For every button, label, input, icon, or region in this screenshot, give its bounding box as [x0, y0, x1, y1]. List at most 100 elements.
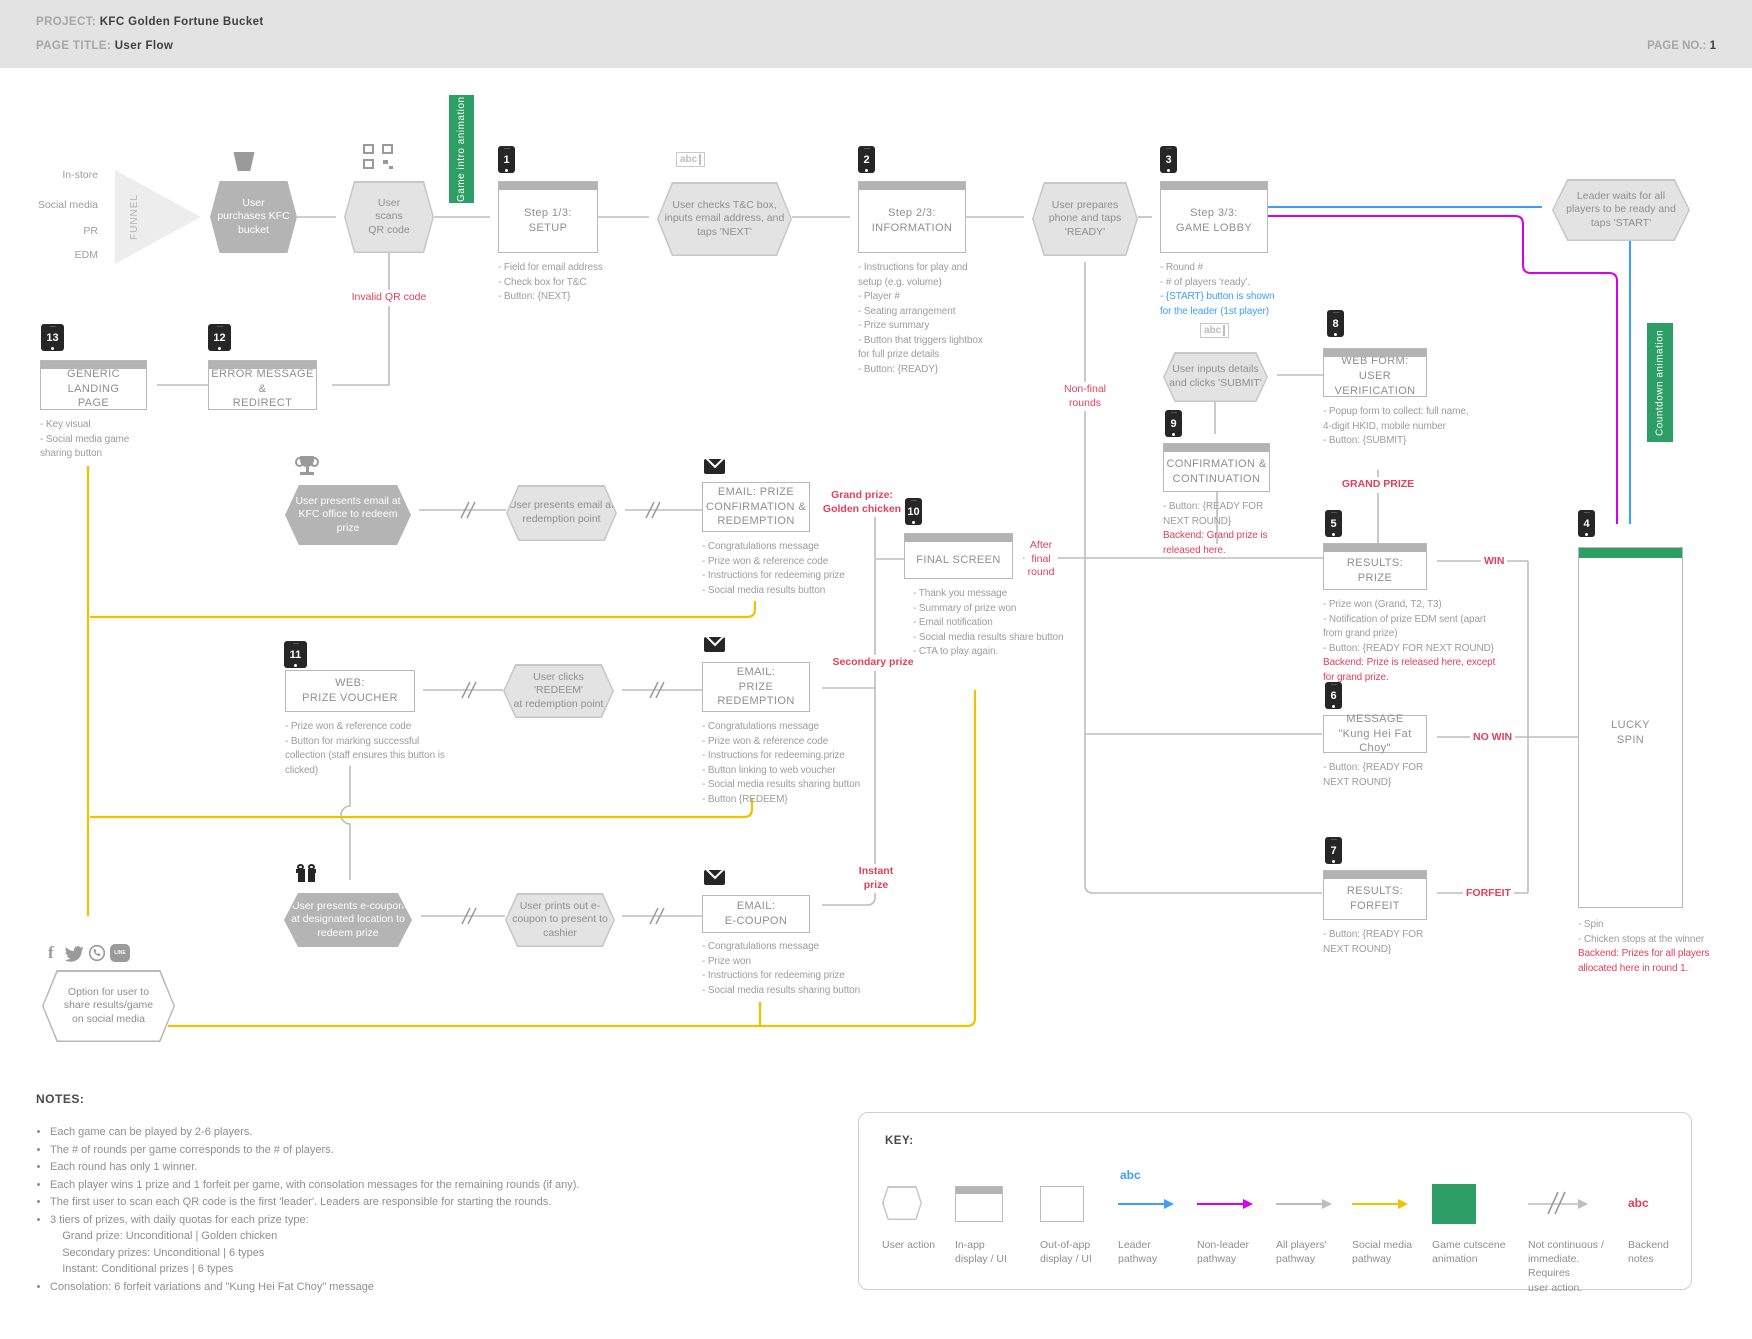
key-cutscene-glyph	[1432, 1184, 1476, 1224]
screen-final: FINAL SCREEN	[904, 533, 1013, 579]
channel-social-media: Social media	[37, 199, 98, 211]
project-value: KFC Golden Fortune Bucket	[99, 16, 264, 28]
twitter-icon	[64, 946, 84, 962]
countdown-animation-tag: Countdown animation	[1647, 323, 1673, 442]
phone-icon-3: 3	[1160, 146, 1177, 173]
forfeit-label: FORFEIT	[1463, 886, 1514, 902]
key-notcontinuous-label: Not continuous / immediate. Requires use…	[1528, 1239, 1604, 1294]
key-user-action-label: User action	[882, 1239, 936, 1251]
hexagon-prints-ecoupon: User prints out e- coupon to present to …	[505, 893, 615, 947]
after-final-round-label: After final round	[1024, 538, 1058, 581]
screen-step1-setup: Step 1/3: SETUP	[498, 181, 598, 253]
hexagon-user-taps-ready: User prepares phone and taps 'READY'	[1032, 182, 1138, 256]
phone-icon-5: 5	[1325, 510, 1342, 537]
step2-notes: - Instructions for play and setup (e.g. …	[858, 262, 983, 375]
screen-email-prize-confirmation: EMAIL: PRIZE CONFIRMATION & REDEMPTION	[702, 482, 810, 532]
envelope-icon-2	[704, 637, 725, 652]
confirmation-notes: - Button: {READY FOR NEXT ROUND} Backend…	[1163, 501, 1268, 556]
note-item: Each game can be played by 2-6 players.	[50, 1124, 756, 1141]
text-input-icon-2: abc	[1200, 323, 1229, 338]
phone-icon-7: 7	[1325, 837, 1342, 864]
no-win-label: NO WIN	[1470, 730, 1516, 746]
project-row: PROJECT: KFC Golden Fortune Bucket	[36, 16, 264, 28]
game-intro-animation-tag: Game intro animation	[449, 95, 474, 203]
screen-message-kung-hei: MESSAGE "Kung Hei Fat Choy"	[1323, 713, 1427, 754]
key-leader-label: Leader pathway	[1118, 1239, 1158, 1266]
envelope-icon-1	[704, 459, 725, 474]
lucky-spin-notes: - Spin - Chicken stops at the winner Bac…	[1578, 919, 1710, 974]
key-leader-abc: abc	[1120, 1168, 1141, 1182]
line-icon: LINE	[110, 944, 130, 962]
screen-email-prize-redemption: EMAIL: PRIZE REDEMPTION	[702, 662, 810, 712]
step1-notes: - Field for email address - Check box fo…	[498, 262, 603, 302]
key-inapp-label: In-app display / UI	[955, 1239, 1007, 1266]
phone-icon-9: 9	[1165, 410, 1182, 437]
hexagon-user-purchases-bucket: User purchases KFC bucket	[210, 181, 297, 253]
confirmation-backend-note: Backend: Grand prize is released here.	[1163, 530, 1268, 556]
page-title-row: PAGE TITLE: User Flow	[36, 40, 173, 52]
screen-step3-game-lobby: Step 3/3: GAME LOBBY	[1160, 181, 1268, 253]
key-nonleader-arrow	[1197, 1199, 1253, 1209]
key-backend-label: Backend notes	[1628, 1239, 1669, 1266]
tablet-icon-13: 13	[41, 324, 64, 351]
phone-icon-2: 2	[858, 146, 875, 173]
grand-prize-label: GRAND PRIZE	[1338, 477, 1418, 493]
message-notes: - Button: {READY FOR NEXT ROUND}	[1323, 762, 1424, 788]
results-prize-notes: - Prize won (Grand, T2, T3) - Notificati…	[1323, 599, 1496, 683]
instant-prize-label: Instant prize	[855, 864, 897, 894]
results-prize-backend-note: Backend: Prize is released here, except …	[1323, 657, 1496, 683]
invalid-qr-label: Invalid QR code	[348, 290, 430, 306]
hexagon-user-checks-tnc: User checks T&C box, inputs email addres…	[657, 182, 792, 256]
webform-notes: - Popup form to collect: full name, 4-di…	[1323, 406, 1469, 446]
screen-web-prize-voucher: WEB: PRIZE VOUCHER	[285, 670, 415, 712]
note-item: Each player wins 1 prize and 1 forfeit p…	[50, 1177, 756, 1194]
final-screen-notes: - Thank you message - Summary of prize w…	[913, 588, 1064, 657]
text-input-icon: abc	[676, 152, 705, 167]
key-allplayers-label: All players' pathway	[1276, 1239, 1327, 1266]
hexagon-share-social: Option for user to share results/game on…	[42, 970, 175, 1042]
page-title-value: User Flow	[114, 40, 174, 52]
hexagon-user-scans-qr: User scans QR code	[344, 181, 434, 253]
note-item: The # of rounds per game corresponds to …	[50, 1142, 756, 1159]
whatsapp-icon	[88, 944, 106, 962]
channel-pr: PR	[83, 225, 98, 237]
screen-error-redirect: ERROR MESSAGE & REDIRECT	[208, 360, 317, 410]
screen-confirmation-continuation: CONFIRMATION & CONTINUATION	[1163, 443, 1270, 492]
hexagon-present-email-redemption: User presents email at redemption point	[506, 485, 617, 541]
non-final-rounds-label: Non-final rounds	[1060, 382, 1110, 412]
grand-prize-chicken-label: Grand prize: Golden chicken	[819, 488, 905, 518]
key-social-arrow	[1352, 1199, 1408, 1209]
trophy-icon	[294, 456, 320, 480]
voucher-notes: - Prize won & reference code - Button fo…	[285, 721, 445, 776]
ecoupon-notes: - Congratulations message - Prize won - …	[702, 941, 861, 996]
project-label: PROJECT:	[36, 16, 97, 28]
screen-web-form-verification: WEB FORM: USER VERIFICATION	[1323, 348, 1427, 397]
screen-generic-landing: GENERIC LANDING PAGE	[40, 360, 147, 410]
gift-icon	[296, 864, 316, 882]
page-number: PAGE NO.: 1	[1647, 40, 1716, 52]
note-item: The first user to scan each QR code is t…	[50, 1194, 756, 1211]
qr-code-icon	[363, 144, 393, 169]
hexagon-presents-ecoupon-location: User presents e-coupon at designated loc…	[284, 893, 412, 947]
phone-icon-10: 10	[905, 498, 922, 525]
note-item: Each round has only 1 winner.	[50, 1159, 756, 1176]
header: PROJECT: KFC Golden Fortune Bucket PAGE …	[0, 0, 1752, 68]
facebook-icon: f	[48, 943, 54, 962]
key-allplayers-arrow	[1276, 1199, 1332, 1209]
key-backend-abc: abc	[1628, 1196, 1649, 1210]
key-notcontinuous-arrow	[1528, 1191, 1588, 1215]
page-title-label: PAGE TITLE:	[36, 40, 112, 52]
lobby-notes: - Round # - # of players 'ready'. - {STA…	[1160, 262, 1275, 317]
tablet-icon-11: 11	[284, 641, 307, 668]
funnel-label: FUNNEL	[129, 193, 140, 241]
email-redemption-notes: - Congratulations message - Prize won & …	[702, 721, 861, 805]
screen-step2-information: Step 2/3: INFORMATION	[858, 181, 966, 253]
phone-icon-4: 4	[1578, 510, 1595, 537]
hexagon-user-submits-details: User inputs details and clicks 'SUBMIT'	[1163, 352, 1268, 402]
bucket-icon	[233, 152, 255, 171]
win-label: WIN	[1481, 554, 1508, 570]
key-nonleader-label: Non-leader pathway	[1197, 1239, 1249, 1266]
key-title: KEY:	[885, 1135, 914, 1147]
